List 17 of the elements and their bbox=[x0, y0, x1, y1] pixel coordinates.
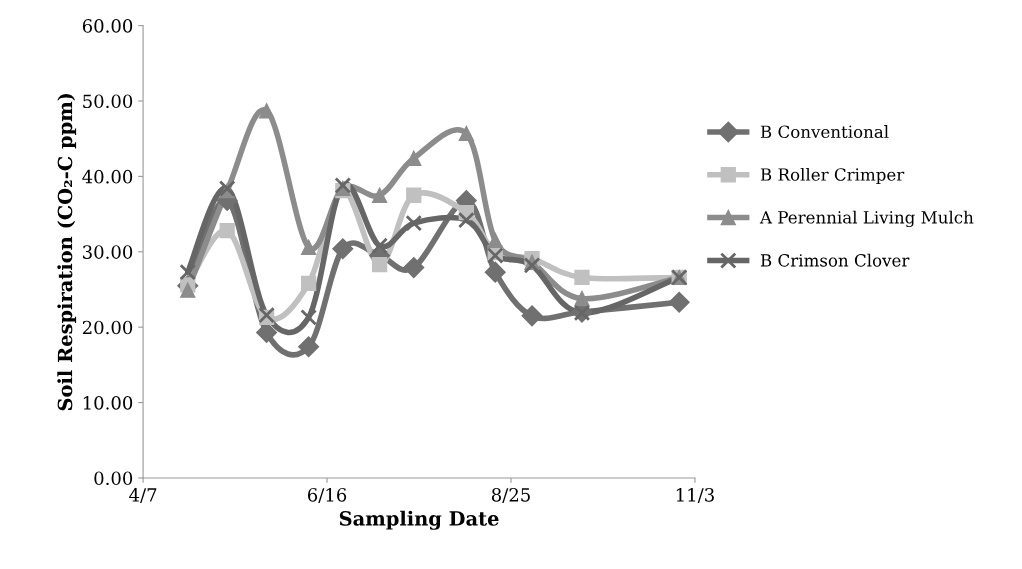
legend-label: B Roller Crimper bbox=[760, 167, 905, 185]
legend-label: A Perennial Living Mulch bbox=[759, 210, 974, 228]
y-axis-title: Soil Respiration (CO₂-C ppm) bbox=[57, 93, 77, 411]
y-tick-label: 40.00 bbox=[82, 169, 133, 184]
y-tick-label: 0.00 bbox=[94, 471, 133, 486]
y-tick-label: 20.00 bbox=[82, 320, 133, 335]
y-tick-label: 60.00 bbox=[82, 19, 133, 33]
x-tick-label: 4/7 bbox=[129, 488, 157, 504]
y-tick-label: 50.00 bbox=[83, 94, 133, 109]
x-tick-label: 8/25 bbox=[491, 488, 530, 504]
x-axis-title: Sampling Date bbox=[339, 510, 499, 530]
legend-label: B Crimson Clover bbox=[760, 253, 910, 267]
x-tick-label: 11/3 bbox=[676, 488, 714, 504]
y-tick-label: 10.00 bbox=[83, 396, 133, 410]
x-tick-label: 6/16 bbox=[307, 488, 347, 504]
y-tick-label: 30.00 bbox=[83, 245, 133, 259]
legend-label: B Conventional bbox=[760, 125, 889, 139]
